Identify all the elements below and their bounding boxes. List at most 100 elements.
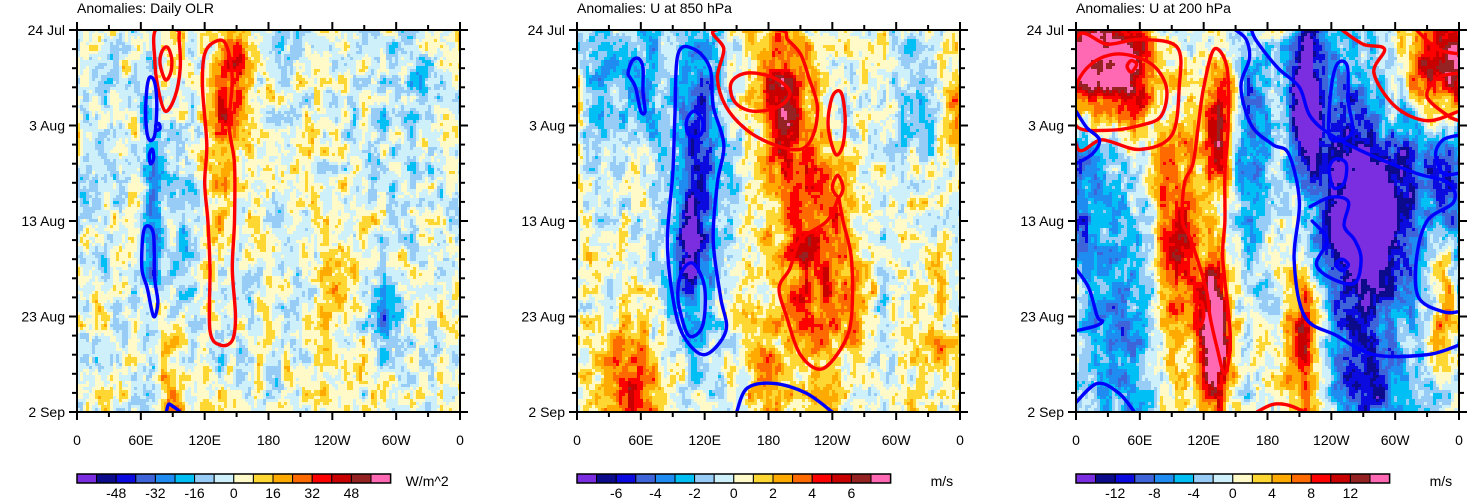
colorbar-box [154,473,176,484]
contour-lines [626,30,855,412]
colorbar-box [713,473,735,484]
colorbar-tick-label: 4 [808,485,816,498]
colorbar-frame [576,473,892,484]
colorbar-tick-label: -12 [1105,485,1125,498]
x-tick-label: 0 [956,432,964,448]
colorbar: -48 -32 -16 0 16 32 48 W/m^2 [76,473,449,498]
colorbar-units: m/s [931,473,954,489]
colorbar-box [233,473,254,484]
colorbar-box [1369,473,1391,484]
colorbar-box [1271,473,1293,484]
colorbar-box [576,473,598,484]
negative-contour-line [164,402,182,412]
y-tick-label: 23 Aug [21,309,65,325]
colorbar-box [1251,473,1273,484]
colorbar-box [1330,473,1351,484]
colorbar-box [370,473,392,484]
positive-contour-line [728,71,792,114]
colorbar-units: m/s [1430,473,1453,489]
positive-contour-line [200,38,238,348]
x-tick-label: 0 [1072,432,1080,448]
negative-contour-line [684,109,705,139]
x-tick-label: 120W [814,432,851,448]
colorbar-frame [76,473,392,484]
colorbar-box [1349,473,1371,484]
y-tick-label: 13 Aug [21,213,65,229]
negative-contour-line [144,75,159,143]
colorbar-tick-label: 6 [848,485,856,498]
colorbar-box [115,473,137,484]
x-tick-label: 60E [628,432,653,448]
colorbar-tick-label: 8 [1307,485,1315,498]
positive-contour-line [1076,31,1183,153]
negative-contour-line [1076,267,1105,333]
positive-contour-line [1194,300,1206,328]
negative-contour-line [1076,381,1137,412]
colorbar-box [1310,473,1332,484]
colorbar-tick-label: 0 [230,485,238,498]
colorbar-box [596,473,617,484]
panel-1: 0 60E 120E 180 120W 60W 0 24 Jul 3 Aug 13 Aug 23 A… [21,0,468,498]
y-tick-label: 23 Aug [521,309,565,325]
colorbar-tick-label: 16 [265,485,281,498]
colorbar-tick-label: -6 [610,485,623,498]
colorbar-tick-label: 0 [730,485,738,498]
negative-contour-line [1076,109,1102,166]
colorbar-box [811,473,833,484]
colorbar-box [311,473,333,484]
negative-contour-line [665,44,729,357]
colorbar-box [272,473,294,484]
colorbar-box [76,473,98,484]
colorbar-tick-label: -32 [145,485,165,498]
colorbar-box [135,473,156,484]
colorbar-box [635,473,656,484]
negative-contour-line [1308,195,1363,286]
colorbar-box [772,473,794,484]
positive-contour-line [158,45,174,82]
y-tick-label: 13 Aug [1020,213,1064,229]
negative-contour-line [675,261,708,339]
panel-title: Anomalies: U at 850 hPa [577,0,732,16]
x-tick-label: 120E [1187,432,1220,448]
colorbar-box [252,473,274,484]
colorbar-units: W/m^2 [406,473,449,489]
panel-title: Anomalies: U at 200 hPa [1076,0,1231,16]
x-tick-label: 60W [882,432,912,448]
colorbar-tick-label: -2 [688,485,701,498]
colorbar-box [292,473,313,484]
x-tick-label: 120E [688,432,721,448]
y-tick-label: 3 Aug [29,118,65,134]
x-tick-label: 60E [1127,432,1152,448]
y-tick-label: 3 Aug [529,118,565,134]
negative-contour-line [1249,30,1459,315]
contour-lines [139,30,238,412]
filled-contour-field [577,30,960,412]
negative-contour-line [1327,157,1349,191]
colorbar-box [694,473,715,484]
panel-3: 0 60E 120E 180 120W 60W 0 24 Jul 3 Aug 13 Aug 23 A… [1020,0,1467,498]
colorbar-box [1095,473,1116,484]
y-tick-label: 3 Aug [1028,118,1064,134]
y-tick-label: 24 Jul [28,22,65,38]
x-tick-label: 180 [757,432,781,448]
positive-contour-line [1125,58,1139,74]
negative-contour-line [1233,30,1459,359]
positive-contour-line [777,195,855,371]
x-tick-label: 0 [573,432,581,448]
colorbar-box [194,473,215,484]
negative-contour-line [147,147,156,166]
positive-contour-line [826,89,847,157]
colorbar-box [674,473,696,484]
colorbar-tick-label: 2 [769,485,777,498]
colorbar-tick-label: 48 [344,485,360,498]
x-tick-label: 0 [1455,432,1463,448]
positive-contour-line [711,30,820,152]
x-tick-label: 60W [382,432,412,448]
negative-contour-line [1433,133,1459,177]
colorbar-box [1114,473,1136,484]
colorbar-tick-label: -48 [106,485,126,498]
colorbar-box [174,473,196,484]
y-tick-label: 2 Sep [528,404,565,420]
colorbar-box [733,473,754,484]
